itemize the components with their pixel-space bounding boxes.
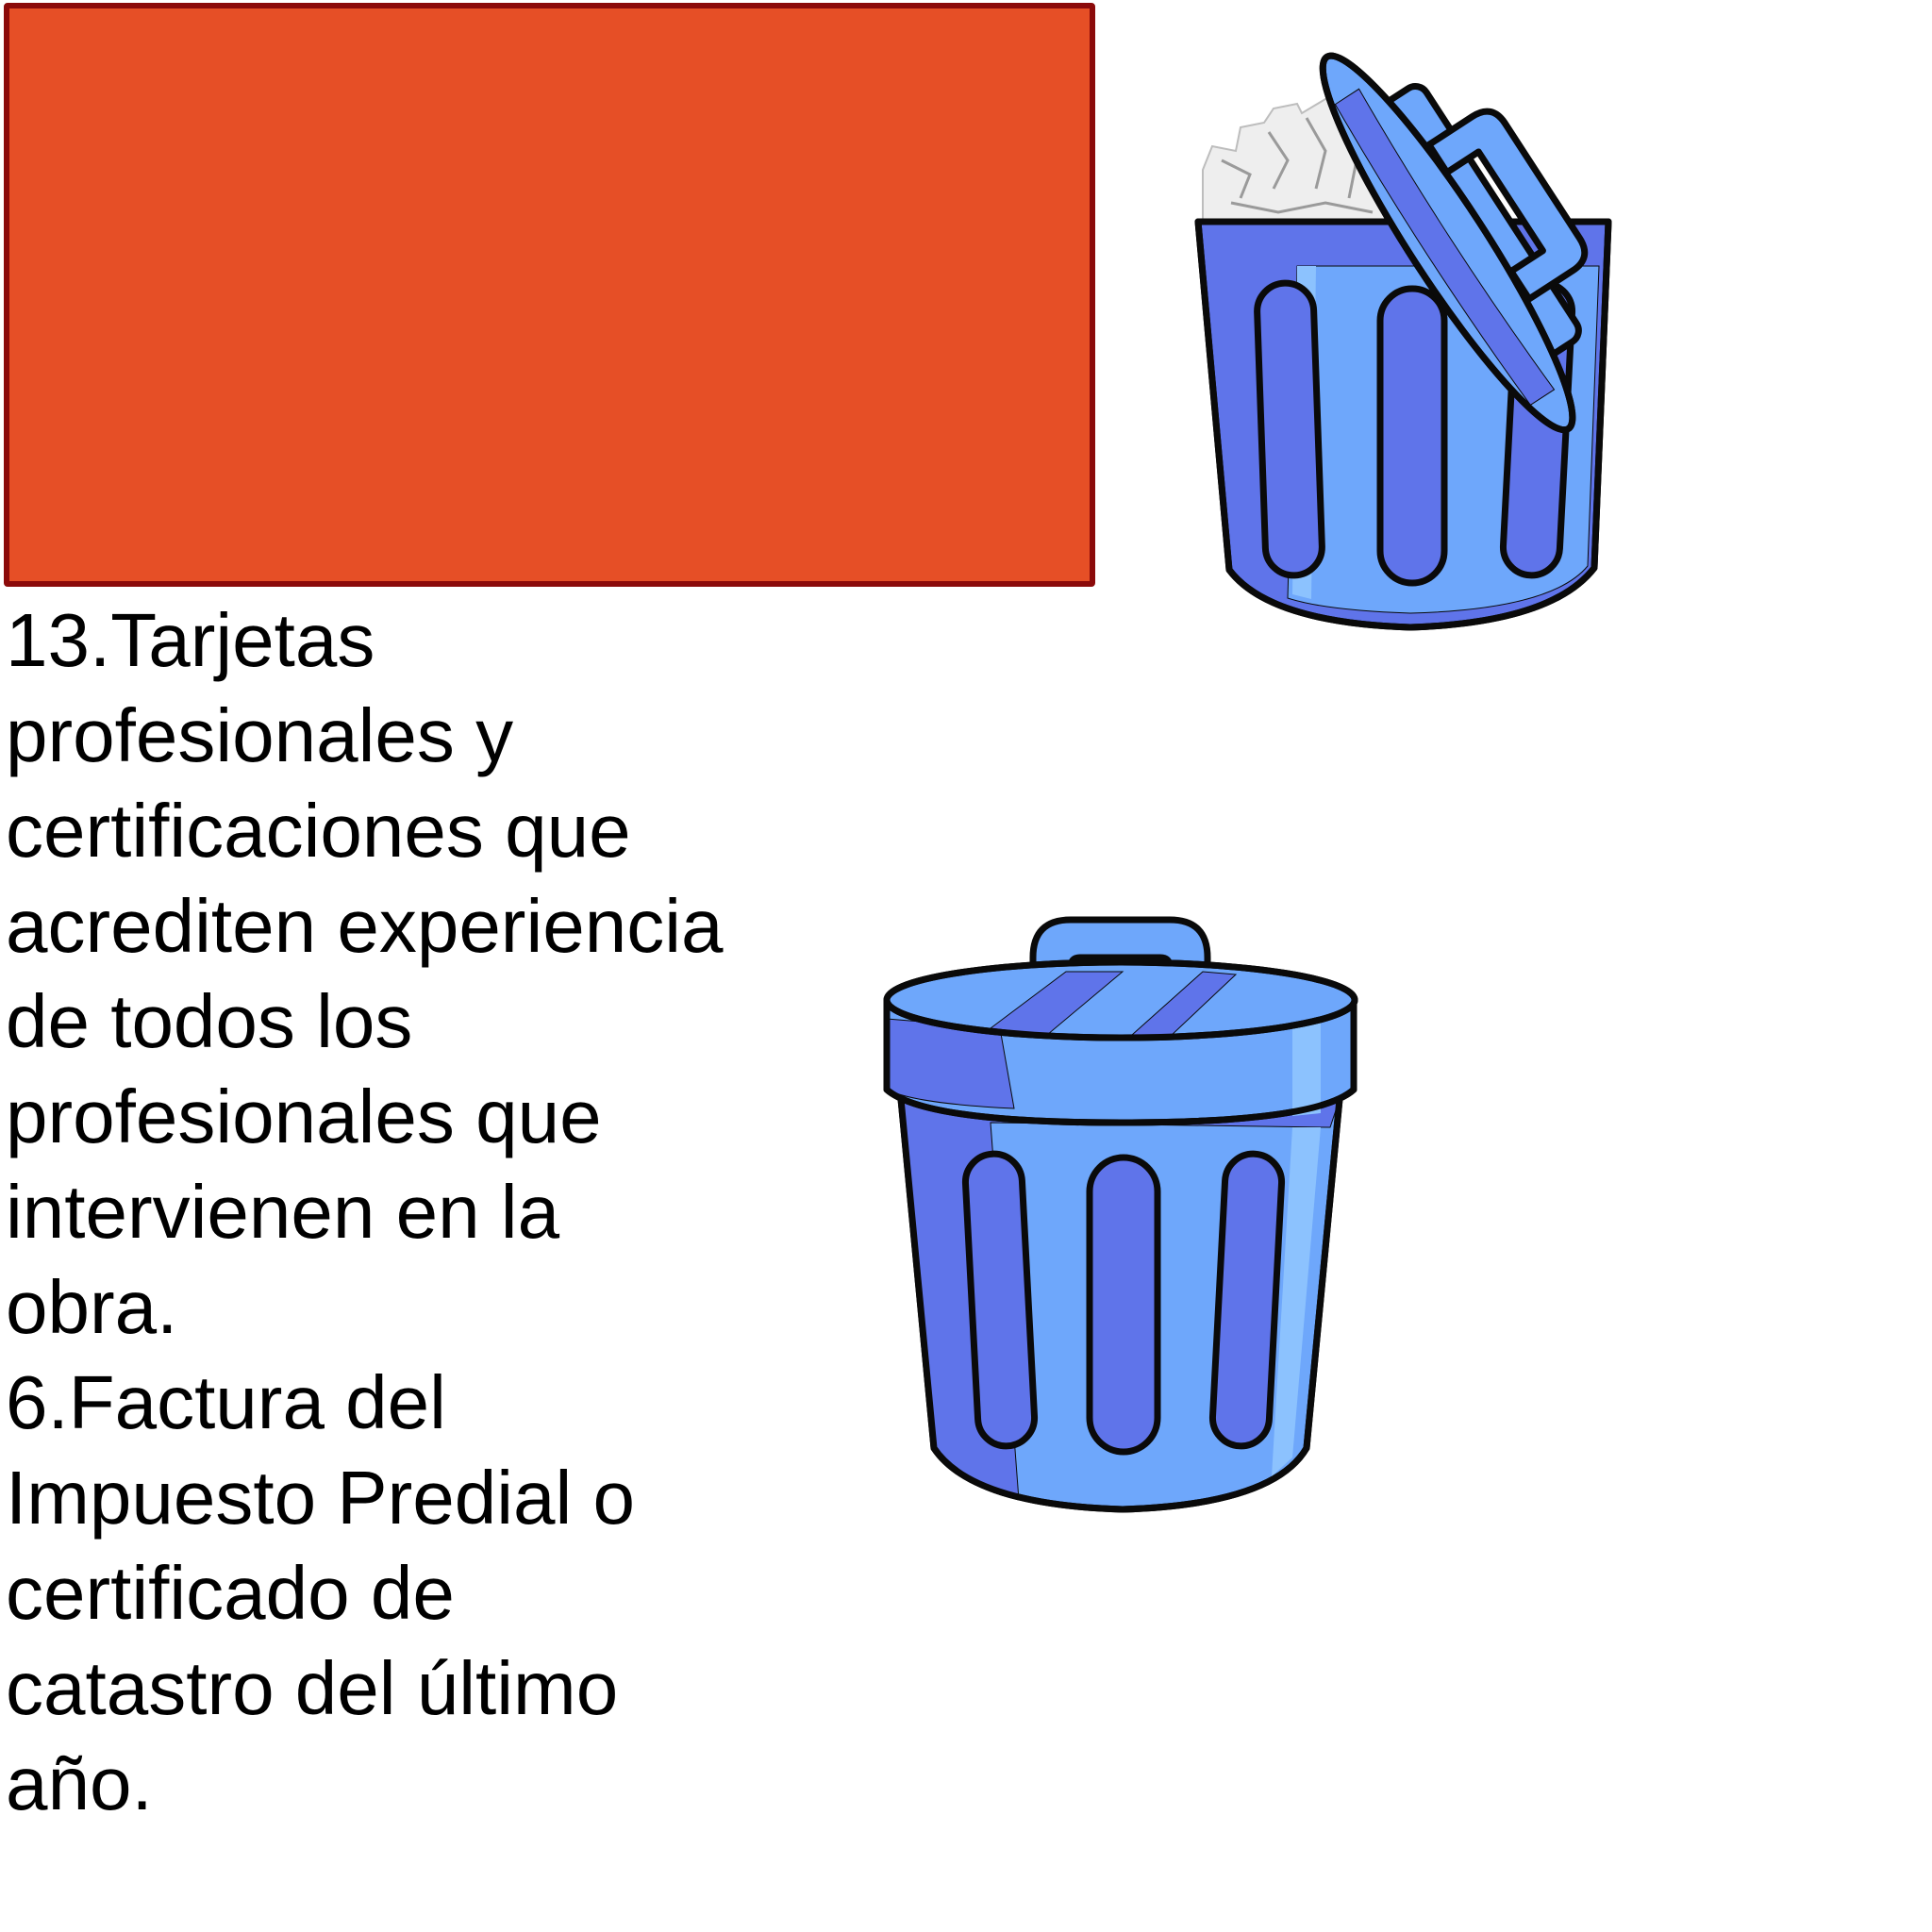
bin-lid — [883, 958, 1358, 1126]
item-6-text: 6.Factura del Impuesto Predial o certifi… — [6, 1360, 636, 1825]
document-list: 13.Tarjetas profesionales y certificacio… — [6, 592, 855, 1831]
bin-body — [897, 1095, 1343, 1513]
item-13-text: 13.Tarjetas profesionales y certificacio… — [6, 598, 724, 1349]
trash-can-open-icon — [1194, 52, 1612, 631]
bin-lid — [1319, 52, 1589, 434]
orange-box — [4, 3, 1095, 587]
trash-can-closed-icon — [883, 916, 1358, 1513]
